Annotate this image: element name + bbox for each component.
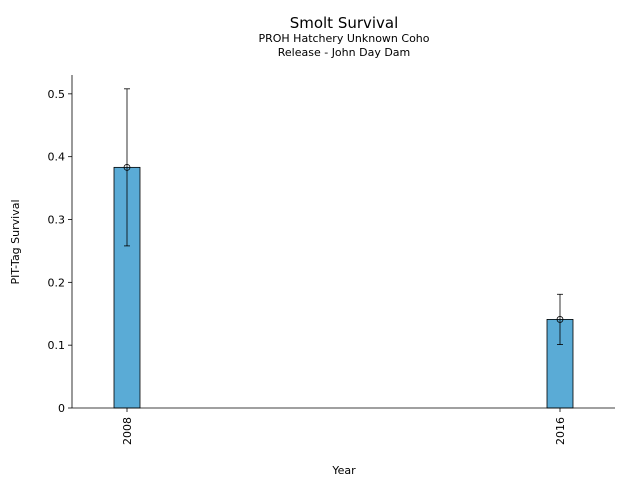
y-tick-label: 0.1 (48, 339, 66, 352)
y-tick-label: 0 (58, 402, 65, 415)
y-tick-label: 0.2 (48, 276, 66, 289)
chart-subtitle-line-2: Release - John Day Dam (278, 46, 411, 59)
point-marker-2008 (123, 163, 131, 171)
x-tick-label: 2016 (554, 417, 567, 445)
y-tick-label: 0.4 (48, 151, 66, 164)
y-tick-label: 0.3 (48, 214, 66, 227)
chart-subtitle-line-1: PROH Hatchery Unknown Coho (258, 32, 429, 45)
x-axis-label: Year (331, 464, 356, 477)
plot-area: 0 0.1 0.2 0.3 0.4 0.5 2008 2016 (48, 75, 615, 445)
x-tick-label: 2008 (121, 417, 134, 445)
y-axis-label: PIT-Tag Survival (9, 199, 22, 284)
chart-title: Smolt Survival (290, 14, 399, 32)
y-tick-label: 0.5 (48, 88, 66, 101)
point-marker-2016 (556, 316, 564, 323)
